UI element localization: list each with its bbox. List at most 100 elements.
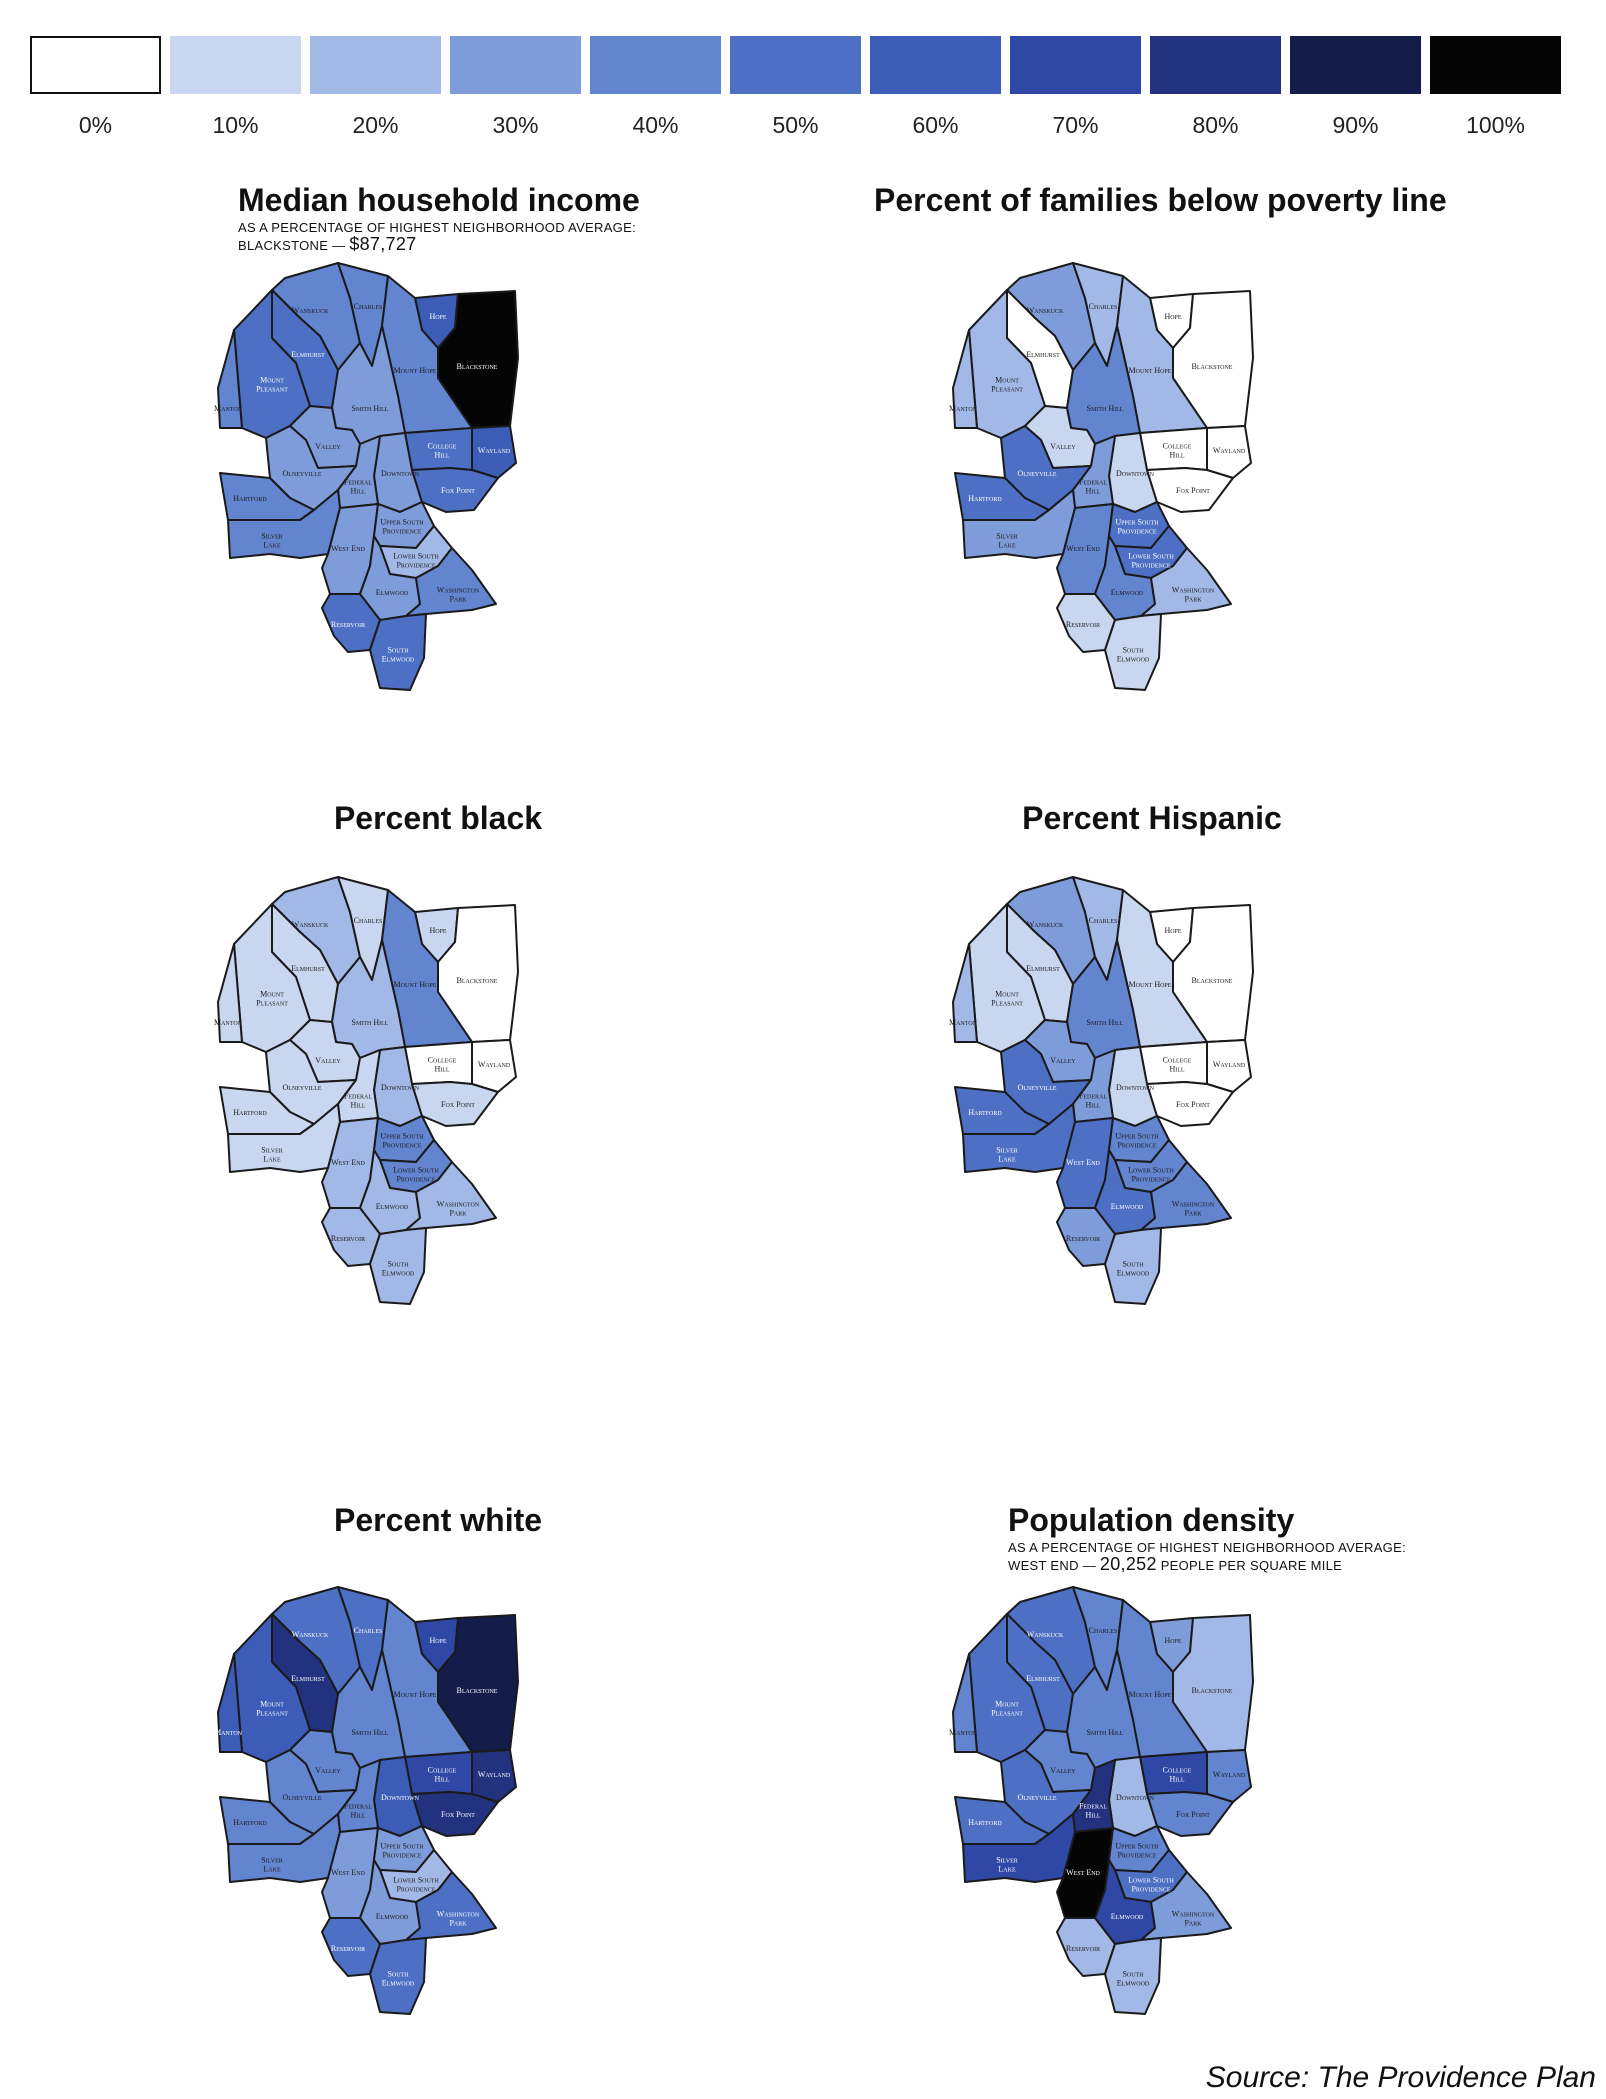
neighborhood-south-elmwood: [1104, 613, 1162, 691]
neighborhood-reservoir: [1056, 593, 1116, 653]
panel-percent-white: Percent white: [178, 1502, 698, 1539]
panel-note: AS A PERCENTAGE OF HIGHEST NEIGHBORHOOD …: [1008, 1539, 1528, 1574]
legend-swatch-90: [1290, 36, 1421, 94]
legend-swatch-40: [590, 36, 721, 94]
panel-note-line1: AS A PERCENTAGE OF HIGHEST NEIGHBORHOOD …: [238, 220, 636, 235]
neighborhood-fox-point: [1146, 467, 1234, 513]
map-poverty: Wanskuck Charles Hope Blackstone Elmhurst Mou…: [945, 258, 1255, 698]
neighborhood-manton: [217, 1653, 243, 1753]
panel-title: Population density: [1008, 1502, 1295, 1538]
neighborhood-washington-park: [1140, 1161, 1232, 1231]
neighborhood-manton: [952, 1653, 978, 1753]
neighborhood-washington-park: [405, 1161, 497, 1231]
legend-swatch-100: [1430, 36, 1561, 94]
neighborhood-washington-park: [1140, 547, 1232, 617]
legend-label-60: 60%: [912, 112, 959, 138]
legend-label-50: 50%: [772, 112, 819, 138]
neighborhood-south-elmwood: [1104, 1227, 1162, 1305]
neighborhood-map: Wanskuck CharlesHopeBlackstoneElmhurstMou…: [214, 876, 519, 1305]
neighborhood-manton: [217, 943, 243, 1043]
panel-note-suffix: PEOPLE PER SQUARE MILE: [1160, 1558, 1343, 1573]
neighborhood-fox-point: [411, 1081, 499, 1127]
neighborhood-map: Wanskuck CharlesHopeBlackstoneElmhurstMou…: [949, 1586, 1254, 2015]
legend-swatch-30: [450, 36, 581, 94]
panel-note-prefix: WEST END —: [1008, 1558, 1096, 1573]
legend-label-90: 90%: [1332, 112, 1379, 138]
panel-median-household-income: Median household income AS A PERCENTAGE …: [238, 182, 758, 254]
legend-label-100: 100%: [1466, 112, 1525, 138]
panel-note-line2: BLACKSTONE — $87,727: [238, 234, 758, 254]
neighborhood-south-elmwood: [369, 1227, 427, 1305]
neighborhood-college-hill: [1139, 427, 1208, 471]
neighborhood-fox-point: [411, 467, 499, 513]
map-population-density: Wanskuck Charles Hope Blackstone Elmhurst Mou…: [945, 1582, 1255, 2022]
legend-swatch-20: [310, 36, 441, 94]
legend-swatch-80: [1150, 36, 1281, 94]
panel-note-line2: WEST END — 20,252 PEOPLE PER SQUARE MILE: [1008, 1554, 1528, 1574]
panel-population-density: Population density AS A PERCENTAGE OF HI…: [1008, 1502, 1528, 1574]
panel-title: Percent white: [333, 1502, 543, 1538]
neighborhood-wayland: [1206, 1749, 1252, 1803]
legend-swatch-50: [730, 36, 861, 94]
neighborhood-college-hill: [404, 1041, 473, 1085]
legend-swatch-60: [870, 36, 1001, 94]
neighborhood-manton: [217, 329, 243, 429]
map-median-household-income: Wanskuck Charles Hope Blackstone Elmhurst Mou…: [210, 258, 520, 698]
neighborhood-fox-point: [1146, 1081, 1234, 1127]
neighborhood-manton: [952, 943, 978, 1043]
neighborhood-reservoir: [1056, 1207, 1116, 1267]
panel-note: AS A PERCENTAGE OF HIGHEST NEIGHBORHOOD …: [238, 219, 758, 254]
neighborhood-college-hill: [1139, 1751, 1208, 1795]
panel-title: Percent black: [333, 800, 543, 836]
panel-percent-hispanic: Percent Hispanic: [892, 800, 1412, 837]
neighborhood-college-hill: [404, 427, 473, 471]
neighborhood-reservoir: [321, 1917, 381, 1977]
neighborhood-college-hill: [1139, 1041, 1208, 1085]
legend-swatch-0: [30, 36, 161, 94]
neighborhood-map: Wanskuck CharlesHopeBlackstoneElmhurstMou…: [949, 262, 1254, 691]
legend-label-20: 20%: [352, 112, 399, 138]
panel-note-value: $87,727: [349, 234, 417, 254]
legend-label-80: 80%: [1192, 112, 1239, 138]
panel-note-line1: AS A PERCENTAGE OF HIGHEST NEIGHBORHOOD …: [1008, 1540, 1406, 1555]
neighborhood-south-elmwood: [1104, 1937, 1162, 2015]
panel-note-prefix: BLACKSTONE —: [238, 238, 346, 253]
neighborhood-map: Wanskuck CharlesHopeBlackstoneElmhurstMou…: [214, 262, 519, 691]
neighborhood-map: Wanskuck CharlesHopeBlackstoneElmhurstMou…: [949, 876, 1254, 1305]
legend-swatch-10: [170, 36, 301, 94]
map-percent-white: Wanskuck Charles Hope Blackstone Elmhurst Mou…: [210, 1582, 520, 2022]
map-percent-black: Wanskuck Charles Hope Blackstone Elmhurst Mou…: [210, 872, 520, 1312]
neighborhood-washington-park: [1140, 1871, 1232, 1941]
neighborhood-wayland: [1206, 1039, 1252, 1093]
neighborhood-wayland: [471, 1749, 517, 1803]
panel-note-value: 20,252: [1099, 1554, 1157, 1574]
legend-swatch-70: [1010, 36, 1141, 94]
neighborhood-reservoir: [321, 1207, 381, 1267]
neighborhood-manton: [952, 329, 978, 429]
neighborhood-wayland: [471, 1039, 517, 1093]
map-percent-hispanic: Wanskuck Charles Hope Blackstone Elmhurst Mou…: [945, 872, 1255, 1312]
source-credit: Source: The Providence Plan: [1205, 2061, 1596, 2094]
legend: 0% 10% 20% 30% 40% 50% 60% 70% 80% 90% 1…: [30, 36, 1570, 146]
legend-label-30: 30%: [492, 112, 539, 138]
neighborhood-fox-point: [1146, 1791, 1234, 1837]
neighborhood-washington-park: [405, 1871, 497, 1941]
panel-poverty: Percent of families below poverty line: [874, 182, 1447, 219]
neighborhood-south-elmwood: [369, 1937, 427, 2015]
panel-title: Percent Hispanic: [1022, 800, 1282, 836]
legend-label-70: 70%: [1052, 112, 1099, 138]
neighborhood-college-hill: [404, 1751, 473, 1795]
legend-label-10: 10%: [212, 112, 259, 138]
neighborhood-wayland: [1206, 425, 1252, 479]
panel-percent-black: Percent black: [178, 800, 698, 837]
legend-label-0: 0%: [78, 112, 113, 138]
neighborhood-washington-park: [405, 547, 497, 617]
panel-title: Median household income: [238, 182, 640, 218]
legend-label-40: 40%: [632, 112, 679, 138]
panel-title: Percent of families below poverty line: [874, 182, 1447, 218]
neighborhood-map: Wanskuck CharlesHopeBlackstoneElmhurstMou…: [214, 1586, 519, 2015]
neighborhood-south-elmwood: [369, 613, 427, 691]
neighborhood-wayland: [471, 425, 517, 479]
neighborhood-reservoir: [1056, 1917, 1116, 1977]
neighborhood-fox-point: [411, 1791, 499, 1837]
